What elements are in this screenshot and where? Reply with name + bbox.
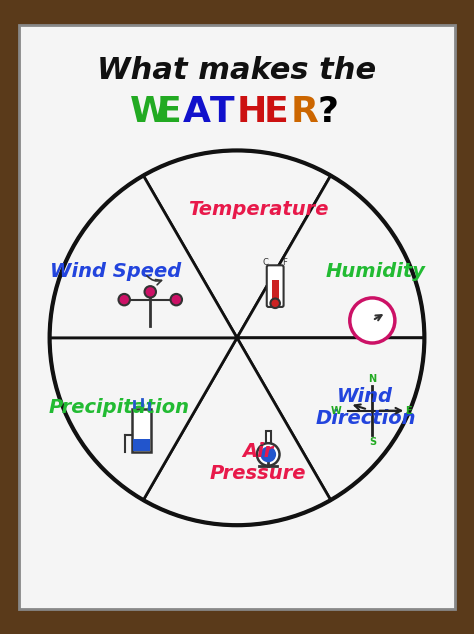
Text: E: E [264,95,289,129]
Text: H: H [237,95,267,129]
Text: R: R [291,95,319,129]
Wedge shape [143,150,331,338]
Text: Temperature: Temperature [188,200,328,219]
Wedge shape [50,338,237,500]
Text: Humidity: Humidity [326,262,426,281]
Text: Precipitation: Precipitation [48,398,190,417]
FancyBboxPatch shape [267,265,283,307]
Text: E: E [156,95,181,129]
Text: ?: ? [318,95,339,129]
Circle shape [171,294,182,306]
Text: A: A [183,95,211,129]
Wedge shape [237,338,424,500]
Circle shape [350,298,395,343]
Text: T: T [210,95,235,129]
Text: E: E [405,406,412,416]
FancyBboxPatch shape [133,439,150,451]
Circle shape [145,286,156,297]
Circle shape [118,294,130,306]
FancyBboxPatch shape [265,430,271,443]
Circle shape [270,299,280,308]
Text: C: C [263,258,269,267]
Wedge shape [237,176,424,338]
Text: Wind Speed: Wind Speed [50,262,181,281]
Circle shape [260,446,276,462]
FancyBboxPatch shape [272,280,279,303]
Wedge shape [143,338,331,525]
Text: N: N [368,374,376,384]
Circle shape [257,443,280,466]
Text: W: W [129,95,169,129]
Text: Wind
Direction: Wind Direction [315,387,416,428]
Text: S: S [369,437,376,447]
Text: Air
Pressure: Air Pressure [210,443,306,483]
Text: W: W [331,406,342,416]
FancyBboxPatch shape [132,408,151,452]
Text: What makes the: What makes the [98,56,376,85]
Text: F: F [283,258,287,267]
Wedge shape [50,176,237,338]
